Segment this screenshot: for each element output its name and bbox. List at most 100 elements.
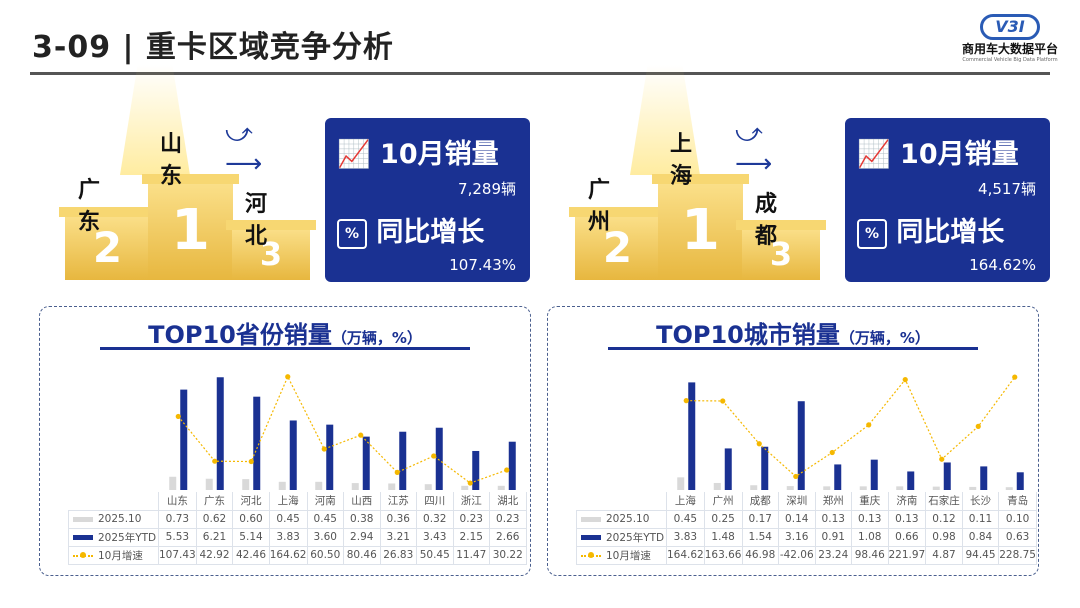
bar-2025-10 — [969, 486, 977, 490]
bar-2025-10 — [315, 481, 323, 490]
bar-2025-10 — [859, 486, 867, 490]
bar-ytd — [688, 382, 696, 490]
podium-second: 2 — [569, 207, 666, 280]
data-label: 3.43 — [416, 527, 454, 547]
data-label: 164.62 — [666, 545, 705, 565]
data-label: 0.73 — [158, 509, 197, 529]
percent-chart-icon: % — [337, 218, 367, 249]
bar-ytd — [508, 441, 516, 490]
data-label: 0.14 — [778, 509, 816, 529]
swirl-arrow-icon: ⤻ ⟶ — [225, 118, 263, 179]
data-label: 30.22 — [489, 545, 527, 565]
bar-2025-10 — [242, 479, 250, 490]
data-label: 0.32 — [416, 509, 454, 529]
category-label: 成都 — [741, 492, 779, 511]
bar-2025-10 — [896, 486, 904, 490]
data-label: 23.24 — [814, 545, 852, 565]
province-chart-panel: TOP10省份销量（万辆，%） 山东 广东 河北 上海 河南 山西 江苏 四川 浙江 湖北 2025… — [39, 306, 531, 576]
data-label: -42.06 — [778, 545, 816, 565]
growth-point — [431, 453, 437, 459]
growth-point — [358, 432, 364, 438]
category-label: 上海 — [666, 492, 705, 511]
podium-first: 1 — [652, 174, 749, 280]
legend-entry: 2025.10 — [68, 509, 159, 529]
chart-plot — [169, 374, 516, 490]
data-label: 4.87 — [925, 545, 963, 565]
rank-3-name: 河北 — [245, 192, 268, 249]
bar-ytd — [761, 446, 769, 490]
growth-line — [177, 375, 507, 484]
data-label: 1.54 — [741, 527, 779, 547]
growth-point — [175, 413, 181, 420]
bar-ytd — [943, 462, 951, 490]
rank-3-name: 成都 — [755, 192, 778, 249]
chart-title: TOP10城市销量（万辆，%） — [656, 321, 930, 349]
bar-ytd — [907, 471, 915, 490]
bar-ytd — [180, 389, 188, 490]
category-label: 河北 — [232, 492, 270, 511]
data-label: 164.62 — [268, 545, 308, 565]
data-label: 163.66 — [703, 545, 743, 565]
bar-2025-10 — [169, 476, 177, 490]
metric-value: 7,289辆 — [458, 180, 516, 198]
trend-chart-icon: 📈 — [337, 139, 371, 170]
data-label: 221.97 — [887, 545, 927, 565]
growth-label: % 同比增长 — [337, 210, 484, 249]
data-label: 2.66 — [489, 527, 527, 547]
table-row: 2025.10 0.73 0.62 0.60 0.45 0.45 0.38 0.36 0.32 0… — [68, 509, 527, 529]
category-label: 河南 — [306, 492, 344, 511]
legend-swatch — [581, 532, 606, 544]
data-label: 42.46 — [232, 545, 270, 565]
data-label: 0.45 — [268, 509, 308, 529]
growth-point — [467, 480, 473, 486]
data-label: 3.83 — [268, 527, 308, 547]
growth-point — [720, 398, 726, 404]
data-label: 94.45 — [961, 545, 1000, 565]
rank-2-name: 广州 — [588, 178, 611, 235]
growth-point — [756, 441, 762, 447]
bar-2025-10 — [497, 485, 505, 490]
metric-value: 4,517辆 — [978, 180, 1036, 198]
data-label: 0.10 — [998, 509, 1037, 529]
growth-value: 107.43% — [449, 256, 516, 274]
data-label: 0.23 — [452, 509, 490, 529]
data-label: 2.15 — [452, 527, 490, 547]
data-label: 3.21 — [379, 527, 417, 547]
category-label: 山东 — [158, 492, 197, 511]
trend-chart-icon: 📈 — [857, 139, 891, 170]
category-label: 广州 — [703, 492, 743, 511]
bar-ytd — [834, 464, 842, 490]
category-label: 四川 — [416, 492, 454, 511]
table-row: 10月增速 164.62 163.66 46.98 -42.06 23.24 98.46 22… — [576, 545, 1037, 565]
table-row: 2025年YTD 5.53 6.21 5.14 3.83 3.60 2.94 3.21 3.43… — [68, 527, 527, 547]
logo-name: 商用车大数据平台 — [961, 42, 1058, 56]
bar-2025-10 — [424, 484, 432, 490]
category-label: 青岛 — [998, 492, 1037, 511]
category-label: 浙江 — [452, 492, 490, 511]
data-label: 46.98 — [741, 545, 779, 565]
metric-label: 📈 10月销量 — [857, 139, 1019, 170]
percent-chart-icon: % — [857, 218, 887, 249]
legend-entry: 10月增速 — [576, 545, 667, 565]
growth-point — [939, 456, 945, 462]
table-row: 2025年YTD 3.83 1.48 1.54 3.16 0.91 1.08 0.66 0.98… — [576, 527, 1037, 547]
category-label: 山西 — [343, 492, 381, 511]
category-label: 郑州 — [814, 492, 852, 511]
data-label: 0.38 — [343, 509, 381, 529]
data-table: 上海 广州 成都 深圳 郑州 重庆 济南 石家庄 长沙 青岛 2025.10 0.45 0.25 0.17… — [576, 492, 1037, 565]
category-label: 济南 — [887, 492, 927, 511]
bar-ytd — [362, 436, 370, 490]
growth-point — [321, 446, 327, 452]
data-label: 0.23 — [489, 509, 527, 529]
growth-point — [829, 449, 835, 456]
growth-line — [686, 376, 1016, 478]
growth-label: % 同比增长 — [857, 210, 1004, 249]
legend-swatch — [73, 513, 98, 525]
category-label: 广东 — [195, 492, 234, 511]
data-label: 0.62 — [195, 509, 234, 529]
podium-third: 3 — [226, 220, 316, 280]
category-label: 上海 — [268, 492, 308, 511]
data-label: 0.13 — [887, 509, 927, 529]
data-label: 0.36 — [379, 509, 417, 529]
bar-2025-10 — [677, 477, 685, 490]
